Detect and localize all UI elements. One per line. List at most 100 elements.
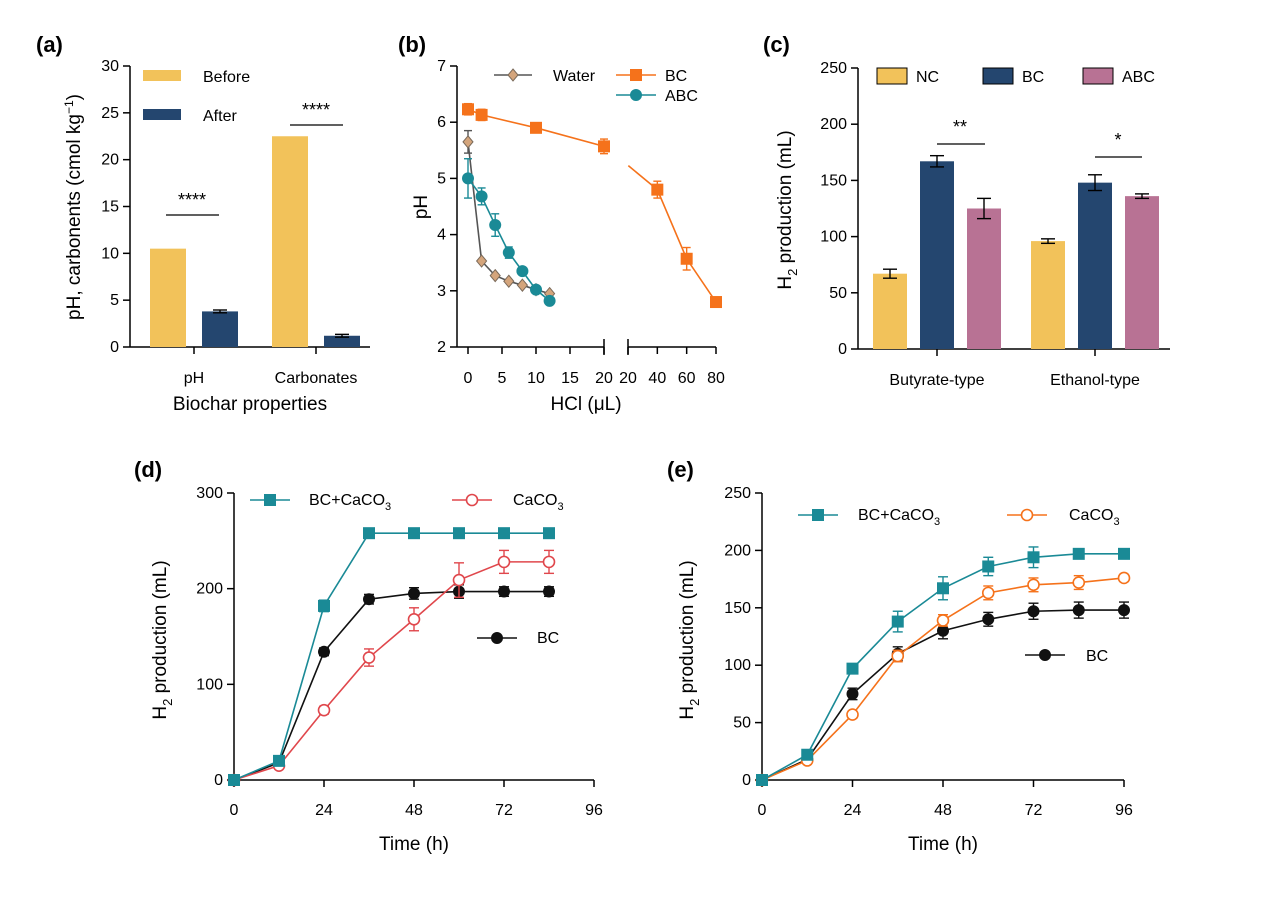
x-tick-label: 5 [498, 370, 507, 387]
panel-b-y-ticks: 2 3 4 5 6 7 [437, 58, 457, 356]
point-bc-caco3 [408, 527, 420, 540]
panel-a-category-ph: pH [184, 370, 204, 387]
point-bc [363, 593, 375, 606]
bar-nc [873, 273, 907, 349]
point-caco3 [407, 612, 421, 626]
y-tick-label: 5 [437, 170, 446, 187]
panel-a-bars [150, 136, 360, 347]
panel-a-sig-ph: **** [178, 190, 206, 210]
legend-label-abc: ABC [665, 88, 698, 105]
point-bc [543, 585, 555, 598]
y-tick-label: 0 [742, 772, 751, 789]
panel-b-x-ticks: 0 5 10 15 20 20 40 60 80 [464, 347, 725, 387]
point-abc [462, 172, 474, 185]
y-tick-label: 200 [196, 581, 223, 598]
y-tick-label: 150 [724, 600, 751, 617]
point-bc [982, 613, 995, 626]
point-abc [489, 219, 502, 232]
point-bc-caco3 [273, 754, 285, 767]
panel-e-legend [798, 508, 1065, 661]
point-bc-caco3 [1027, 551, 1040, 564]
legend-label-bc: BC [665, 68, 687, 85]
point-caco3 [1027, 578, 1040, 592]
panel-d-series [227, 527, 556, 787]
panel-e-ylabel: H2 production (mL) [677, 560, 702, 719]
legend-marker-caco3 [465, 493, 479, 507]
point-bc-caco3 [363, 527, 375, 540]
y-tick-label: 250 [820, 60, 847, 77]
legend-marker-bc [1039, 649, 1051, 661]
x-tick-label: 0 [758, 802, 767, 819]
y-tick-label: 10 [101, 245, 119, 262]
panel-e-ticks: 0 50 100 150 200 250 0 24 48 72 96 [724, 485, 1133, 819]
point-bc [475, 108, 488, 121]
legend-marker-bc [630, 69, 642, 81]
point-bc [937, 624, 949, 637]
panel-c-y-ticks: 0 50 100 150 200 250 [820, 60, 858, 358]
y-tick-label: 50 [733, 715, 751, 732]
point-caco3 [317, 703, 331, 717]
panel-c-category-butyrate: Butyrate-type [889, 372, 984, 389]
y-tick-label: 100 [820, 229, 847, 246]
point-bc [680, 252, 693, 265]
legend-label-nc: NC [916, 69, 939, 86]
bar-abc [1125, 196, 1159, 349]
panel-c-ylabel: H2 production (mL) [775, 130, 800, 289]
point-abc [475, 190, 488, 203]
y-tick-label: 25 [101, 105, 119, 122]
point-bc [1118, 604, 1130, 617]
series-line-bc [233, 590, 549, 781]
legend-swatch-abc [1082, 67, 1114, 85]
y-tick-label: 5 [110, 292, 119, 309]
legend-swatch-nc [876, 67, 908, 85]
point-bc-caco3 [1072, 547, 1085, 560]
legend-marker-water [507, 68, 519, 82]
y-tick-label: 3 [437, 283, 446, 300]
point-bc-caco3 [801, 748, 814, 761]
bar-nc [1031, 241, 1065, 349]
point-bc [530, 121, 542, 134]
y-tick-label: 30 [101, 58, 119, 75]
panel-e: (e) 0 50 100 150 200 250 0 24 48 72 96 Time (h) H2… [667, 457, 1133, 855]
legend-marker-caco3 [1020, 508, 1034, 522]
x-tick-label: 96 [1115, 802, 1133, 819]
bar-after [202, 311, 238, 347]
y-tick-label: 300 [196, 485, 223, 502]
x-tick-label: 24 [844, 802, 862, 819]
y-tick-label: 0 [838, 341, 847, 358]
panel-c-label: (c) [763, 32, 790, 57]
legend-label-after: After [203, 108, 237, 125]
legend-label-bc: BC [1086, 648, 1108, 665]
y-tick-label: 4 [437, 227, 446, 244]
x-tick-label: 15 [561, 370, 579, 387]
y-tick-label: 6 [437, 114, 446, 131]
point-bc-caco3 [937, 582, 949, 595]
legend-marker-bc-caco3 [812, 509, 824, 521]
point-water [516, 278, 529, 292]
x-tick-label: 72 [495, 802, 513, 819]
point-caco3 [452, 573, 466, 587]
point-bc-caco3 [982, 560, 995, 573]
point-water [475, 254, 488, 268]
legend-label-caco3: CaCO3 [1069, 507, 1120, 528]
panel-c-bars [873, 154, 1159, 349]
panel-d-ticks: 0 100 200 300 0 24 48 72 96 [196, 485, 603, 819]
legend-marker-bc [491, 632, 503, 644]
panel-e-label: (e) [667, 457, 694, 482]
point-abc [543, 294, 556, 307]
y-tick-label: 200 [820, 116, 847, 133]
panel-b-legend [494, 68, 656, 101]
point-bc [498, 585, 510, 598]
point-caco3 [1117, 571, 1131, 585]
series-line-caco3 [761, 577, 1125, 781]
y-tick-label: 100 [196, 676, 223, 693]
legend-swatch-bc [982, 67, 1014, 85]
point-water [503, 274, 515, 289]
point-bc [462, 103, 474, 116]
x-tick-label: 80 [707, 370, 725, 387]
point-bc [651, 183, 664, 196]
x-tick-label: 20 [595, 370, 613, 387]
legend-swatch-before [143, 70, 181, 81]
point-bc [710, 296, 722, 309]
